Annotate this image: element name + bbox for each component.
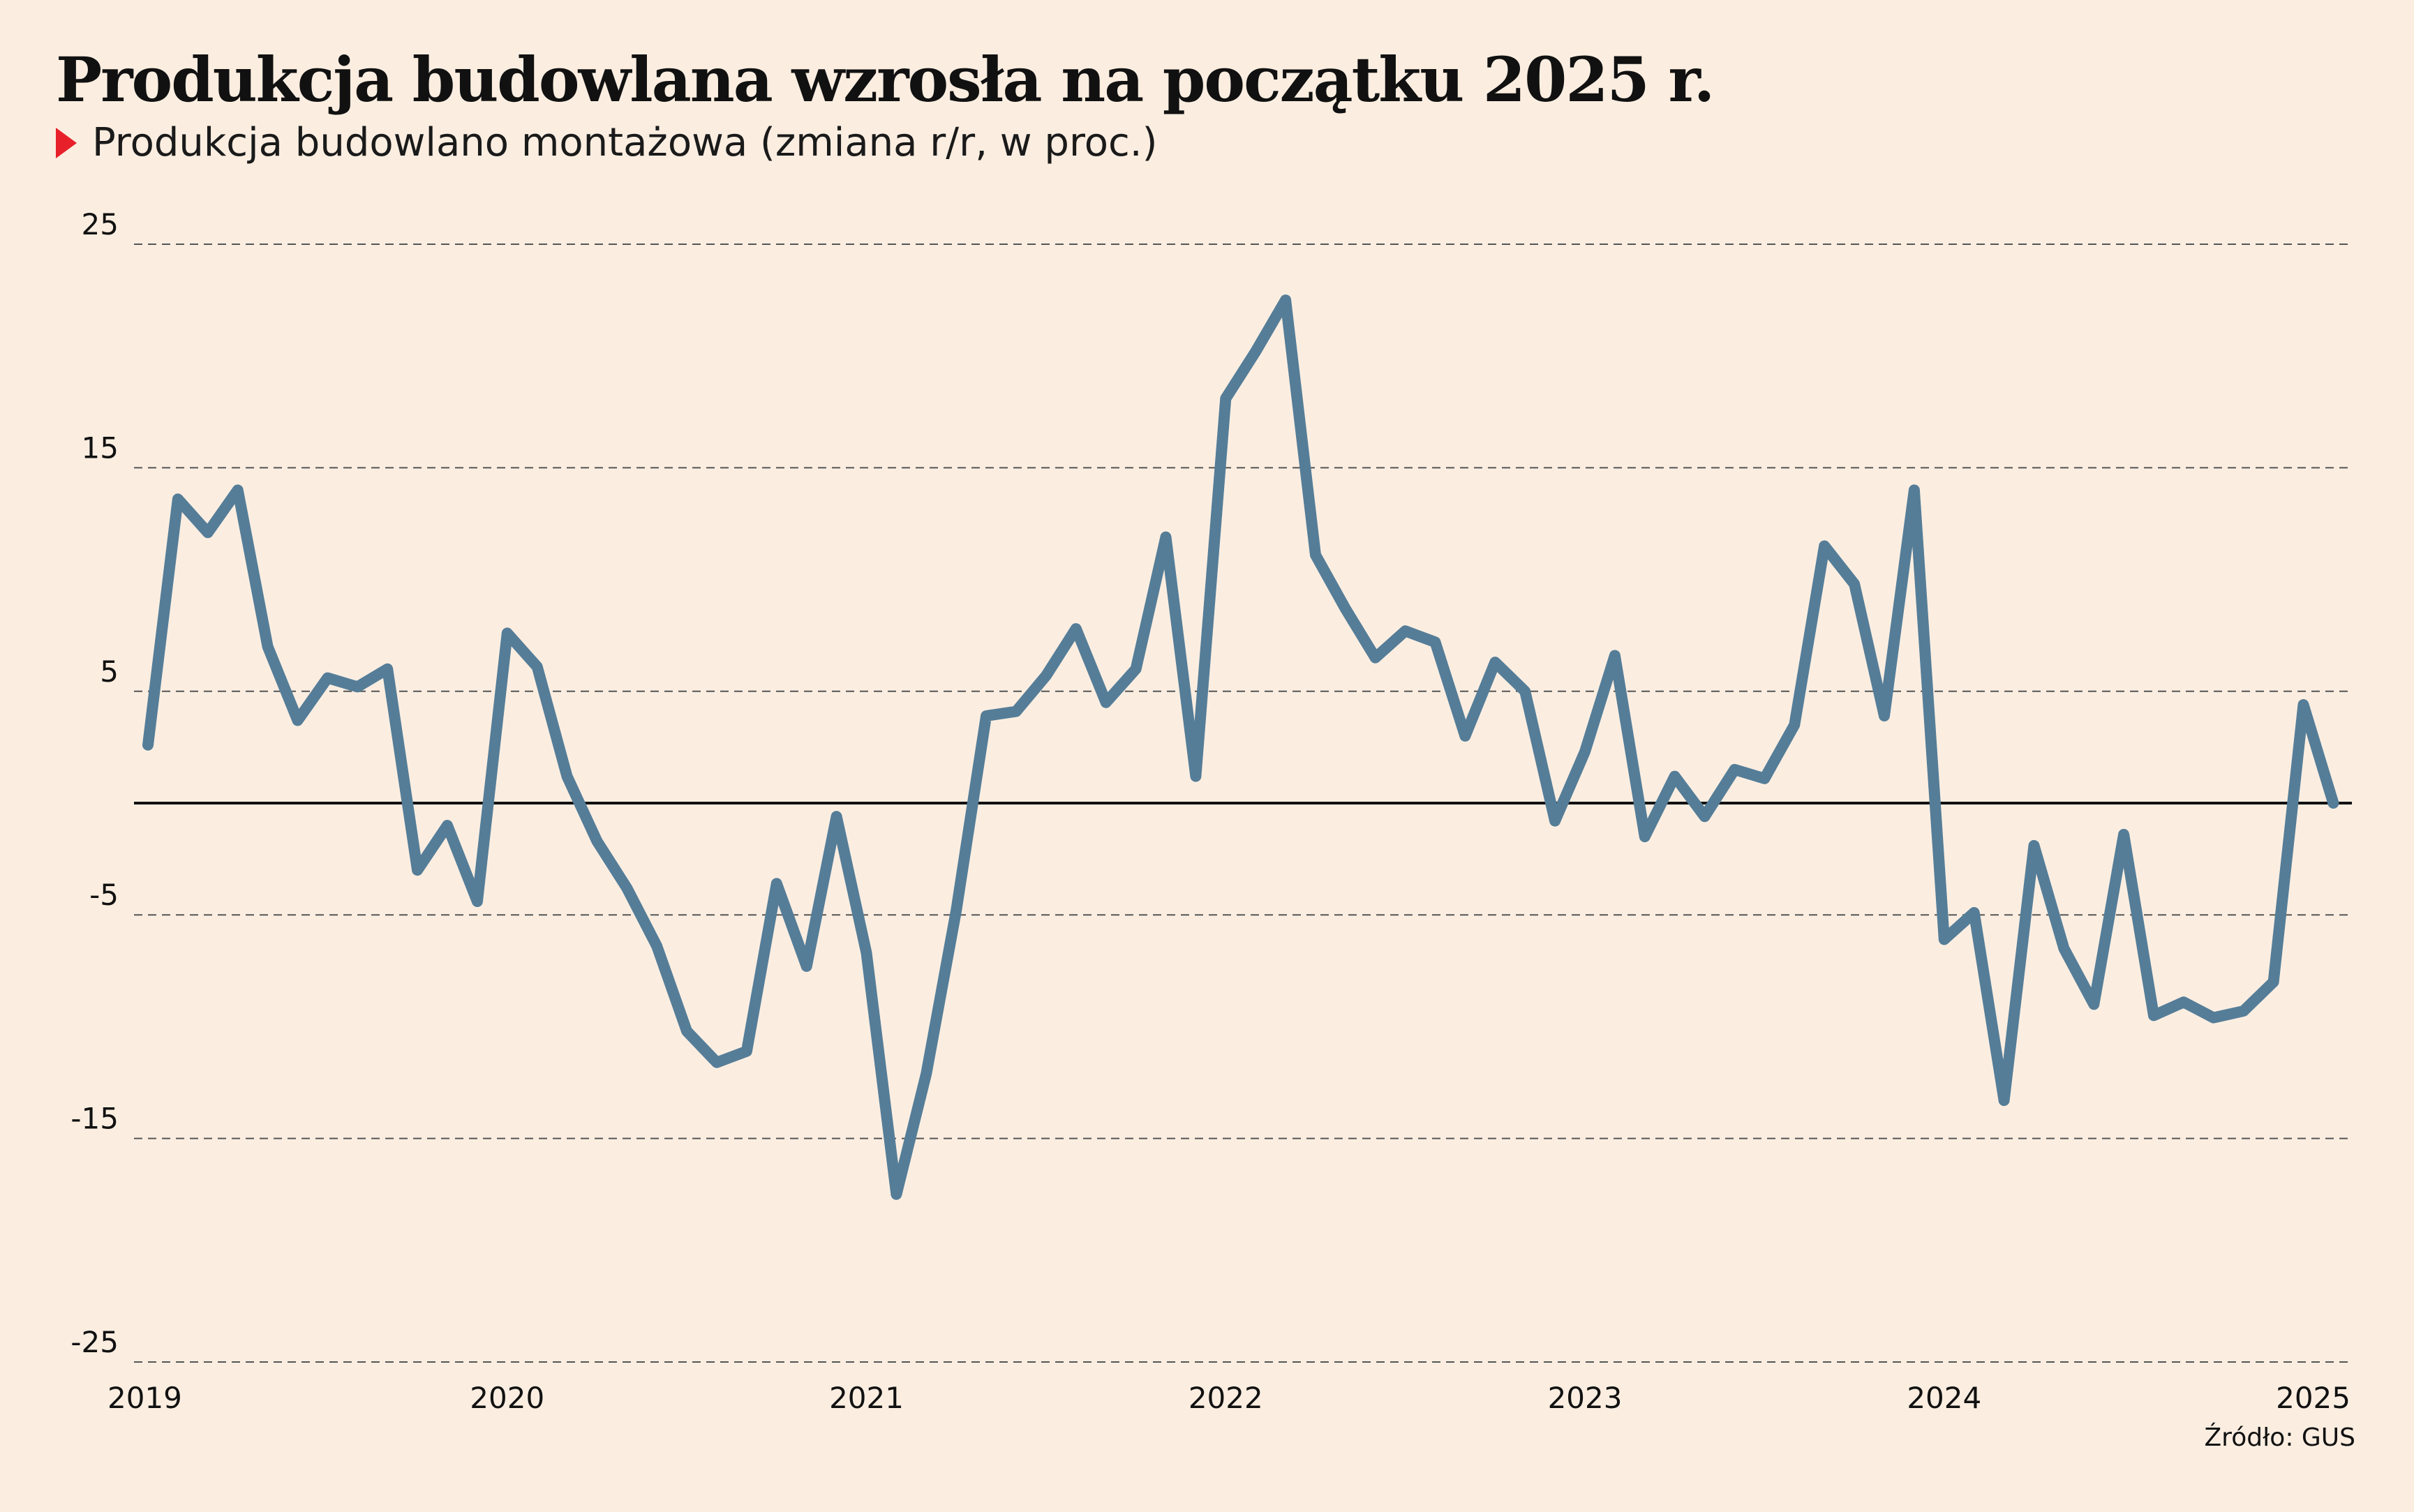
y-tick-label: -15 xyxy=(70,1102,119,1136)
x-tick-label: 2025 xyxy=(2276,1381,2350,1415)
source-note: Źródło: GUS xyxy=(2204,1423,2355,1452)
series-line xyxy=(142,294,2339,1200)
x-tick-label: 2020 xyxy=(470,1381,544,1415)
y-axis-labels: 25 15 5 -5 -15 -25 xyxy=(70,207,119,1359)
y-tick-label: 15 xyxy=(82,431,119,465)
x-axis-labels: 2019 2020 2021 2022 2023 2024 2025 xyxy=(107,1381,2350,1415)
x-tick-label: 2021 xyxy=(829,1381,904,1415)
y-tick-label: 5 xyxy=(100,654,119,689)
series-group xyxy=(142,294,2339,1200)
x-tick-label: 2019 xyxy=(107,1381,182,1415)
chart-subtitle: Produkcja budowlano montażowa (zmiana r/… xyxy=(56,120,1157,165)
x-tick-label: 2022 xyxy=(1189,1381,1263,1415)
chart-title: Produkcja budowlana wzrosła na początku … xyxy=(56,43,1715,116)
x-tick-label: 2023 xyxy=(1548,1381,1623,1415)
chart-subtitle-text: Produkcja budowlano montażowa (zmiana r/… xyxy=(92,120,1158,165)
x-tick-label: 2024 xyxy=(1907,1381,1981,1415)
red-triangle-icon xyxy=(56,127,77,158)
y-tick-label: -5 xyxy=(89,878,119,912)
grid-lines xyxy=(134,244,2352,1363)
y-tick-label: 25 xyxy=(82,207,119,241)
y-tick-label: -25 xyxy=(70,1325,119,1359)
